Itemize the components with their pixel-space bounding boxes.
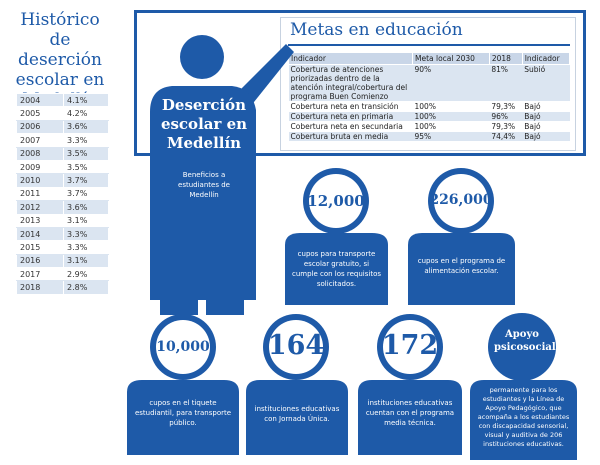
metas-cell: Cobertura neta en secundaria — [288, 121, 413, 132]
metas-header-cell: Indicador — [521, 52, 571, 65]
metas-cell: 100% — [412, 121, 490, 132]
benefit-text-172: instituciones educativas cuentan con el … — [365, 399, 455, 427]
person-apoyo — [470, 313, 577, 460]
person-226000 — [408, 168, 515, 305]
metas-cell: Bajó — [522, 121, 570, 132]
benefit-text-226000: cupos en el programa de alimentación esc… — [417, 257, 506, 275]
presenter-leg-left — [160, 205, 198, 315]
benefit-value-apoyo: Apoyo psicosocial — [494, 329, 556, 353]
person-164 — [246, 314, 348, 455]
history-row: 2004 4.1% — [16, 92, 109, 108]
metas-cell: Cobertura neta en primaria — [288, 111, 413, 122]
history-year: 2009 — [16, 159, 64, 175]
history-year: 2004 — [16, 92, 64, 108]
metas-cell: Bajó — [522, 101, 570, 112]
person-10000 — [127, 314, 239, 455]
metas-cell: 74,4% — [489, 131, 523, 142]
metas-cell: 96% — [489, 111, 523, 122]
benefit-text-apoyo: permanente para los estudiantes y la Lín… — [477, 386, 570, 448]
history-rate: 3.7% — [63, 173, 109, 188]
history-row: 2016 3.1% — [16, 253, 109, 269]
history-rate: 3.1% — [63, 253, 109, 269]
person-12000 — [285, 168, 388, 305]
history-year: 2015 — [16, 240, 64, 255]
metas-title: Metas en educación — [290, 20, 463, 40]
metas-cell: 79,3% — [489, 101, 523, 112]
metas-cell: 79,3% — [489, 121, 523, 132]
metas-header-cell: Meta local 2030 — [412, 52, 490, 65]
presenter-subtitle: Beneficios a estudiantes de Medellín — [178, 171, 230, 199]
metas-cell: Bajó — [522, 111, 570, 122]
metas-row: Cobertura neta en transición 100% 79,3% Baj… — [288, 101, 570, 112]
history-row: 2013 3.1% — [16, 213, 109, 228]
history-year: 2018 — [16, 280, 64, 295]
history-year: 2010 — [16, 173, 64, 188]
history-rate: 3.7% — [63, 186, 109, 202]
person-172 — [358, 314, 462, 455]
history-year: 2005 — [16, 106, 64, 121]
history-rate: 3.6% — [63, 119, 109, 135]
metas-header-cell: Indicador — [288, 52, 413, 65]
metas-cell: Cobertura de atenciones priorizadas dent… — [288, 64, 413, 102]
metas-cell: 81% — [489, 64, 523, 102]
metas-divider — [288, 44, 570, 46]
benefit-value-10000: 10,000 — [156, 339, 210, 355]
metas-header-cell: 2018 — [488, 52, 523, 65]
history-rate: 4.2% — [63, 106, 109, 121]
history-rate: 3.3% — [63, 240, 109, 255]
history-row: 2018 2.8% — [16, 280, 109, 295]
history-year: 2011 — [16, 186, 64, 202]
history-row: 2012 3.6% — [16, 200, 109, 215]
history-rate: 3.1% — [63, 213, 109, 228]
history-row: 2009 3.5% — [16, 159, 109, 175]
metas-row: Cobertura bruta en media 95% 74,4% Bajó — [288, 131, 570, 142]
side-title: Histórico de deserción escolar en Medell… — [15, 10, 105, 110]
presenter-figure — [150, 35, 294, 315]
metas-cell: 90% — [412, 64, 490, 102]
benefit-value-12000: 12,000 — [307, 192, 365, 210]
history-year: 2016 — [16, 253, 64, 269]
metas-cell: 95% — [412, 131, 490, 142]
metas-row: Cobertura de atenciones priorizadas dent… — [288, 64, 570, 102]
history-rate: 3.5% — [63, 159, 109, 175]
history-row: 2008 3.5% — [16, 146, 109, 161]
history-rate: 4.1% — [63, 92, 109, 108]
metas-cell: 100% — [412, 111, 490, 122]
history-year: 2013 — [16, 213, 64, 228]
history-table: 2004 4.1% 2005 4.2% 2006 3.6% 2007 3.3% 2008 3.5%… — [16, 92, 109, 295]
benefit-text-10000: cupos en el tiquete estudiantil, para tr… — [134, 399, 232, 427]
presenter-head — [180, 35, 224, 79]
metas-cell: Subió — [522, 64, 570, 102]
history-row: 2005 4.2% — [16, 106, 109, 121]
benefit-value-164: 164 — [267, 330, 325, 361]
history-rate: 2.8% — [63, 280, 109, 295]
metas-cell: Cobertura bruta en media — [288, 131, 413, 142]
history-row: 2010 3.7% — [16, 173, 109, 188]
history-rate: 3.6% — [63, 200, 109, 215]
presenter-title: Deserción escolar en Medellín — [160, 96, 248, 152]
presenter-leg-right — [206, 205, 244, 315]
metas-row: Cobertura neta en primaria 100% 96% Bajó — [288, 111, 570, 122]
benefit-value-172: 172 — [381, 330, 439, 361]
metas-cell: Bajó — [522, 131, 570, 142]
history-row: 2015 3.3% — [16, 240, 109, 255]
benefit-value-226000: 226,000 — [429, 192, 493, 208]
metas-row: Cobertura neta en secundaria 100% 79,3% Baj… — [288, 121, 570, 132]
history-rate: 3.5% — [63, 146, 109, 161]
benefit-text-12000: cupos para transporte escolar gratuito, … — [291, 250, 382, 288]
metas-cell: 100% — [412, 101, 490, 112]
history-row: 2011 3.7% — [16, 186, 109, 202]
metas-table: Indicador Meta local 2030 2018 Indicador Co… — [288, 52, 571, 142]
history-row: 2006 3.6% — [16, 119, 109, 135]
benefit-text-164: instituciones educativas con Jornada Úni… — [254, 405, 340, 423]
history-row: 2014 3.3% — [16, 226, 109, 242]
metas-cell: Cobertura neta en transición — [288, 101, 413, 112]
